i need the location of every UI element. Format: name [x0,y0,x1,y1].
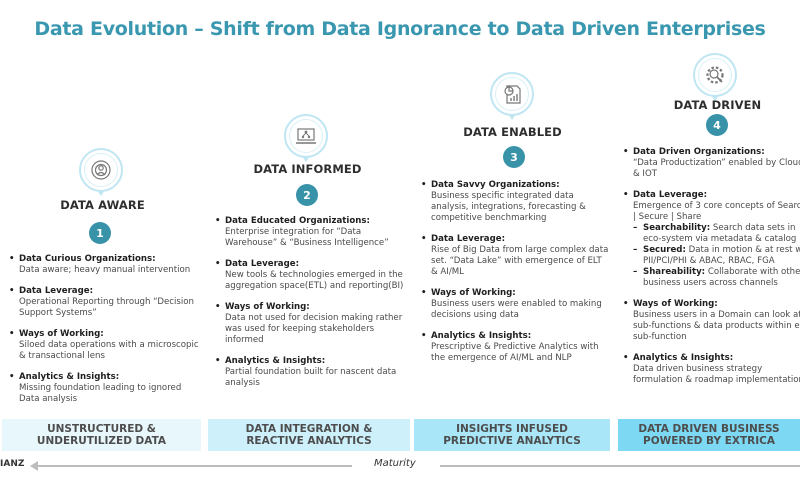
stage-label: DATA ENABLED [463,125,562,139]
report-chart-icon [490,72,534,120]
stage-number-badge: 2 [296,184,318,206]
list-item: Ways of Working:Data not used for decisi… [214,302,410,346]
axis-label: Maturity [374,458,416,469]
stage-3-items: Data Savvy Organizations:Business specif… [420,180,610,374]
axis-line [440,465,800,467]
list-item: Ways of Working:Siloed data operations w… [8,329,204,362]
list-item: Data Educated Organizations:Enterprise i… [214,216,410,249]
stage-4-footer: DATA DRIVEN BUSINESS POWERED BY EXTRICA [618,419,800,451]
user-target-icon [79,148,123,196]
stage-3-footer: INSIGHTS INFUSED PREDICTIVE ANALYTICS [414,419,610,451]
sub-item: Secured: Data in motion & at rest wi PII… [633,245,800,267]
list-item: Data Leverage: Emergence of 3 core conce… [622,190,800,289]
stage-label: DATA INFORMED [253,162,362,176]
stage-1-items: Data Curious Organizations:Data aware; h… [8,254,204,415]
axis-left-label: IANZ [0,459,25,469]
maturity-axis: IANZ Maturity [0,456,800,476]
list-item: Analytics & Insights:Partial foundation … [214,356,410,389]
stage-label: DATA DRIVEN [673,98,762,112]
list-item: Data Leverage:Operational Reporting thro… [8,286,204,319]
list-item: Analytics & Insights:Data driven busines… [622,353,800,386]
list-item: Data Curious Organizations:Data aware; h… [8,254,204,276]
list-item: Ways of Working:Business users were enab… [420,288,610,321]
sub-item: Shareability: Collaborate with other bus… [633,267,800,289]
stage-label: DATA AWARE [60,198,145,212]
stage-number-badge: 1 [89,222,111,244]
stage-2-footer: DATA INTEGRATION & REACTIVE ANALYTICS [208,419,410,451]
laptop-network-icon [284,114,328,162]
list-item: Data Savvy Organizations:Business specif… [420,180,610,224]
stage-2-items: Data Educated Organizations:Enterprise i… [214,216,410,399]
stage-number-badge: 3 [503,146,525,168]
list-item: Ways of Working:Business users in a Doma… [622,299,800,343]
list-item: Analytics & Insights:Prescriptive & Pred… [420,331,610,364]
gear-search-icon [693,53,737,101]
page-title: Data Evolution – Shift from Data Ignoran… [34,18,766,40]
list-item: Data Leverage:New tools & technologies e… [214,259,410,292]
stage-number-badge: 4 [706,114,728,136]
stage-4-items: Data Driven Organizations:“Data Producti… [622,147,800,396]
list-item: Analytics & Insights:Missing foundation … [8,372,204,405]
list-item: Data Driven Organizations:“Data Producti… [622,147,800,180]
list-item: Data Leverage:Rise of Big Data from larg… [420,234,610,278]
sub-item: Searchability: Search data sets in eco-s… [633,223,800,245]
axis-line [32,465,352,467]
stage-1-footer: UNSTRUCTURED & UNDERUTILIZED DATA [2,419,201,451]
